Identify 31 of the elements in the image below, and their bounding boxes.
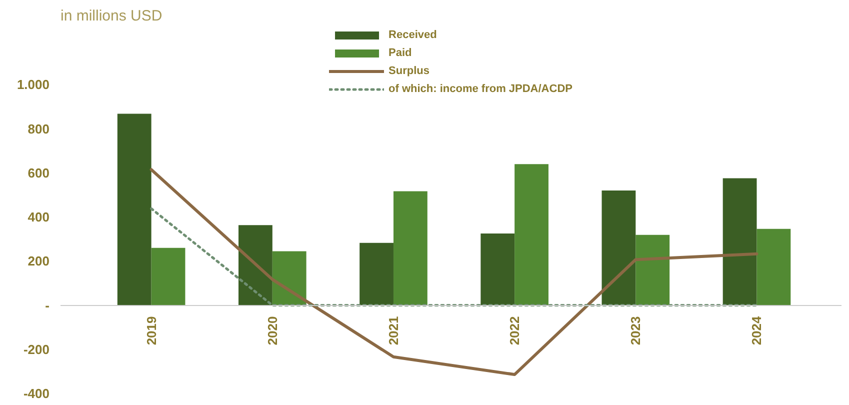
legend-label: Surplus (388, 65, 430, 77)
y-tick-label: 600 (28, 165, 50, 180)
bar (151, 248, 186, 306)
x-tick-label: 2020 (264, 316, 280, 346)
bar (117, 114, 152, 306)
y-tick-label: - (45, 298, 50, 313)
x-tick-label: 2019 (144, 316, 159, 346)
bar (272, 251, 306, 306)
y-tick-label: 200 (28, 254, 50, 269)
y-tick-label: -200 (23, 342, 50, 357)
bar (722, 178, 757, 306)
x-tick-label: 2024 (749, 315, 764, 346)
bar (756, 228, 791, 306)
legend-label: Paid (388, 47, 412, 59)
x-tick-label: 2021 (386, 316, 401, 346)
bar (360, 242, 394, 306)
bar (514, 164, 548, 306)
bar (393, 191, 428, 306)
y-tick-label: -400 (23, 386, 50, 401)
x-tick-label: 2023 (628, 316, 644, 346)
y-tick-label: 1.000 (16, 77, 50, 92)
y-tick-label: 800 (28, 121, 50, 136)
bar (636, 234, 670, 306)
bar (602, 190, 636, 306)
x-tick-label: 2022 (507, 316, 522, 346)
legend-label: of which: income from JPDA/ACDP (388, 83, 572, 95)
bar (480, 234, 515, 306)
bar (238, 225, 272, 306)
legend-label: Received (388, 29, 437, 41)
chart-title: in millions USD (60, 8, 162, 24)
y-tick-label: 400 (28, 210, 50, 225)
